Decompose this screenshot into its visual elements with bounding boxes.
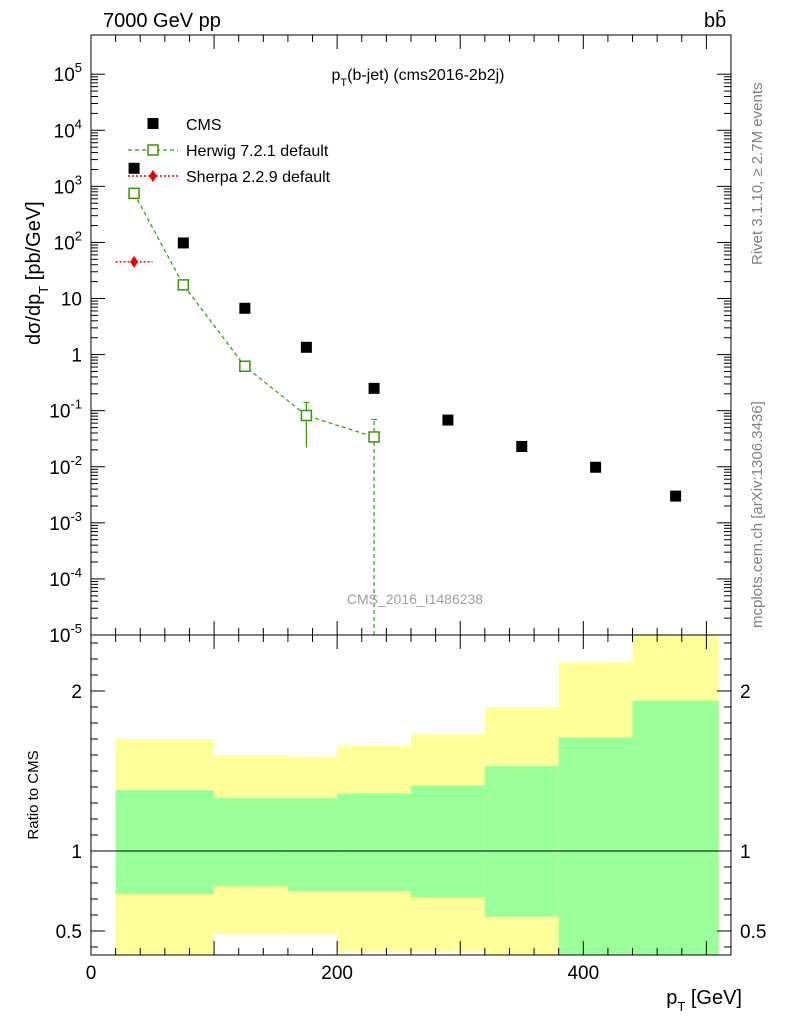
- herwig-point: [177, 279, 190, 291]
- herwig-line: [133, 193, 375, 438]
- x-tick-label: 400: [567, 963, 599, 984]
- analysis-watermark: CMS_2016_I1486238: [347, 591, 483, 607]
- main-axis-ticks: [90, 35, 731, 636]
- legend: CMS Herwig 7.2.1 default Sherpa 2.2.9 defa…: [128, 117, 331, 186]
- main-y-tick-labels: 10-5 10-4 10-3 10-2 10-1 1 10 102 103 104 105: [49, 60, 82, 647]
- legend-herwig-marker: [147, 144, 159, 156]
- ratio-y-tick-label-left: 0.5: [56, 922, 82, 943]
- ratio-y-tick-label-left: 1: [71, 842, 82, 863]
- legend-herwig-label: Herwig 7.2.1 default: [186, 143, 329, 160]
- ratio-y-axis-label: Ratio to CMS: [25, 750, 42, 839]
- legend-sherpa-label: Sherpa 2.2.9 default: [186, 169, 331, 186]
- legend-cms-label: CMS: [186, 117, 222, 134]
- ratio-green-band: [558, 737, 633, 955]
- version-label: Rivet 3.1.10, ≥ 2.7M events: [749, 83, 766, 266]
- ratio-y-tick-label-right: 0.5: [740, 922, 766, 943]
- main-y-tick-label: 10-2: [49, 453, 82, 479]
- ratio-tick-labels: 0.5 0.5 1 1 2 2 0 200 400: [56, 682, 767, 984]
- ratio-plot-panel: 0.5 0.5 1 1 2 2 0 200 400 Ratio to CMS pT [GeV]: [25, 634, 767, 1014]
- ratio-y-tick-label-right: 1: [740, 842, 751, 863]
- main-y-tick-label: 1: [71, 346, 82, 367]
- main-y-tick-label: 102: [54, 228, 82, 254]
- herwig-point: [368, 431, 380, 443]
- ratio-green-band: [337, 793, 411, 891]
- cms-point: [516, 440, 528, 452]
- main-y-tick-label: 10-4: [49, 565, 82, 591]
- cms-point: [670, 490, 682, 502]
- ratio-green-band: [115, 790, 215, 895]
- ratio-green-band: [632, 700, 719, 955]
- legend-sherpa-marker: [149, 170, 157, 182]
- main-y-tick-label: 105: [54, 60, 82, 86]
- herwig-point: [239, 360, 251, 372]
- cms-point: [590, 461, 602, 473]
- x-tick-label: 200: [321, 963, 353, 984]
- legend-cms-marker: [147, 118, 159, 129]
- ratio-green-band: [214, 798, 288, 887]
- cms-point: [128, 162, 140, 174]
- main-y-axis-label: dσ/dpT [pb/GeV]: [23, 201, 51, 345]
- ratio-y-tick-label-left: 2: [71, 682, 82, 703]
- source-label: mcplots.cern.ch [arXiv:1306.3436]: [749, 401, 766, 628]
- cms-point: [239, 302, 251, 314]
- cms-point: [300, 341, 312, 353]
- main-series-layer: [115, 162, 682, 635]
- cms-point: [442, 414, 454, 426]
- ratio-uncertainty-bands: [115, 635, 719, 955]
- main-y-tick-label: 10-5: [49, 621, 82, 647]
- sherpa-point: [130, 255, 139, 268]
- x-axis-label: pT [GeV]: [666, 987, 742, 1014]
- herwig-point: [300, 409, 313, 422]
- ratio-plot-frame: [90, 634, 732, 956]
- main-y-tick-label: 10-1: [49, 397, 82, 423]
- herwig-point: [128, 187, 140, 200]
- main-y-tick-label: 103: [54, 172, 82, 198]
- ratio-axis-ticks: [90, 635, 731, 955]
- main-y-tick-label: 104: [54, 116, 82, 142]
- energy-label: 7000 GeV pp: [103, 10, 221, 32]
- main-y-tick-label: 10: [61, 290, 82, 311]
- ratio-green-band: [287, 798, 338, 891]
- x-tick-label: 0: [86, 963, 97, 984]
- ratio-y-tick-label-right: 2: [740, 682, 751, 703]
- ratio-green-band: [484, 766, 559, 917]
- main-plot-panel: 10-5 10-4 10-3 10-2 10-1 1 10 102 103 104 105 pT(b…: [23, 34, 732, 647]
- process-label: bb̄: [704, 9, 726, 32]
- cms-point: [368, 382, 380, 394]
- main-plot-title: pT(b-jet) (cms2016-2b2j): [331, 67, 504, 89]
- ratio-green-band: [411, 785, 485, 898]
- main-y-tick-label: 10-3: [49, 509, 82, 535]
- cms-point: [177, 237, 189, 249]
